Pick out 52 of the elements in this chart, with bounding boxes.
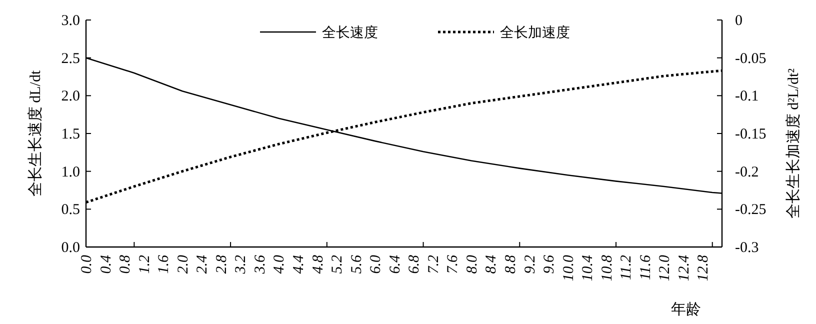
x-tick-label: 8.8 xyxy=(503,254,519,274)
x-tick-label: 11.6 xyxy=(638,254,654,280)
y-tick-label: 2.5 xyxy=(61,50,80,67)
x-tick-label: 11.2 xyxy=(618,254,635,280)
x-tick-label: 4.8 xyxy=(310,254,326,274)
x-tick-label: 0.8 xyxy=(118,254,134,274)
x-tick-label: 6.0 xyxy=(368,254,384,274)
x-tick-label: 9.6 xyxy=(542,254,558,274)
legend-label: 全长加速度 xyxy=(500,25,570,41)
x-tick-label: 2.8 xyxy=(214,254,230,274)
x-axis-title: 年龄 xyxy=(671,301,701,318)
x-tick-label: 3.6 xyxy=(252,254,268,275)
y-tick-label: 0.5 xyxy=(61,202,80,218)
x-tick-label: 8.4 xyxy=(484,254,500,274)
y-tick-label: 1.5 xyxy=(61,126,80,142)
x-tick-label: 1.6 xyxy=(156,254,172,274)
x-tick-label: 12.8 xyxy=(696,254,712,282)
y-tick-label: 3.0 xyxy=(61,13,80,29)
y2-tick-label: -0.1 xyxy=(735,88,759,105)
x-tick-label: 0.4 xyxy=(98,254,114,274)
y2-tick-label: -0.05 xyxy=(735,50,766,67)
x-tick-label: 5.2 xyxy=(330,254,346,274)
y2-tick-label: -0.3 xyxy=(735,240,759,256)
x-tick-label: 2.4 xyxy=(194,254,211,274)
y2-axis-title: 全长生长加速度 d²L/dt² xyxy=(785,68,802,219)
x-tick-label: 4.0 xyxy=(272,254,288,274)
x-tick-label: 9.2 xyxy=(522,254,538,274)
x-tick-label: 12.0 xyxy=(657,254,674,282)
y2-tick-label: 0 xyxy=(735,13,742,29)
x-tick-label: 6.4 xyxy=(387,254,404,274)
y-tick-label: 1.0 xyxy=(61,164,80,180)
x-tick-label: 6.8 xyxy=(406,254,423,274)
x-tick-label: 10.8 xyxy=(599,254,616,282)
x-tick-label: 8.0 xyxy=(464,254,480,274)
y2-tick-label: -0.15 xyxy=(735,126,766,142)
y-axis-title: 全长生长速度 dL/dt xyxy=(27,70,44,197)
x-tick-label: 2.0 xyxy=(175,254,192,274)
x-tick-label: 4.4 xyxy=(291,254,307,274)
x-tick-label: 5.6 xyxy=(348,254,365,274)
x-tick-label: 10.0 xyxy=(560,254,577,282)
x-tick-label: 7.6 xyxy=(445,254,462,274)
y2-tick-label: -0.25 xyxy=(735,202,766,218)
y-tick-label: 2.0 xyxy=(61,88,80,105)
x-tick-label: 12.4 xyxy=(676,254,692,282)
y-tick-label: 0.0 xyxy=(61,240,80,256)
x-tick-label: 7.2 xyxy=(426,254,442,274)
x-tick-label: 1.2 xyxy=(136,254,153,274)
x-tick-label: 0.0 xyxy=(79,254,95,274)
x-tick-label: 10.4 xyxy=(580,254,596,282)
y2-tick-label: -0.2 xyxy=(735,164,759,180)
x-tick-label: 3.2 xyxy=(233,254,250,275)
legend-label: 全长速度 xyxy=(322,25,378,41)
